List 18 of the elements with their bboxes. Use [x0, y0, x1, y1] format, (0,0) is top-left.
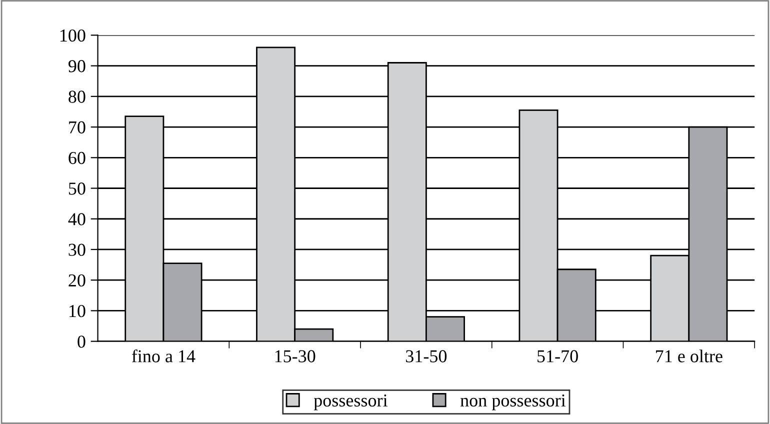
y-tick-label: 100: [60, 29, 86, 42]
x-tick-label: 51-70: [538, 350, 578, 362]
legend-label: possessori: [314, 394, 388, 410]
x-tick-label: 31-50: [406, 350, 447, 362]
x-tick-label: 15-30: [275, 350, 316, 362]
y-tick-label: 80: [68, 90, 86, 103]
y-tick-label: 90: [68, 60, 86, 72]
y-tick-label: 40: [68, 213, 86, 226]
legend-label: non possessori: [460, 394, 566, 410]
x-tick-label: fino a 14: [132, 349, 196, 362]
y-tick-label: 10: [70, 304, 86, 318]
y-tick-label: 60: [68, 152, 86, 164]
x-tick-label: 71 e oltre: [656, 350, 722, 362]
y-tick-label: 20: [68, 274, 86, 287]
y-tick-label: 70: [69, 121, 86, 134]
y-tick-label: 50: [68, 182, 86, 195]
y-tick-label: 30: [68, 244, 86, 256]
y-tick-label: 0: [78, 336, 86, 348]
